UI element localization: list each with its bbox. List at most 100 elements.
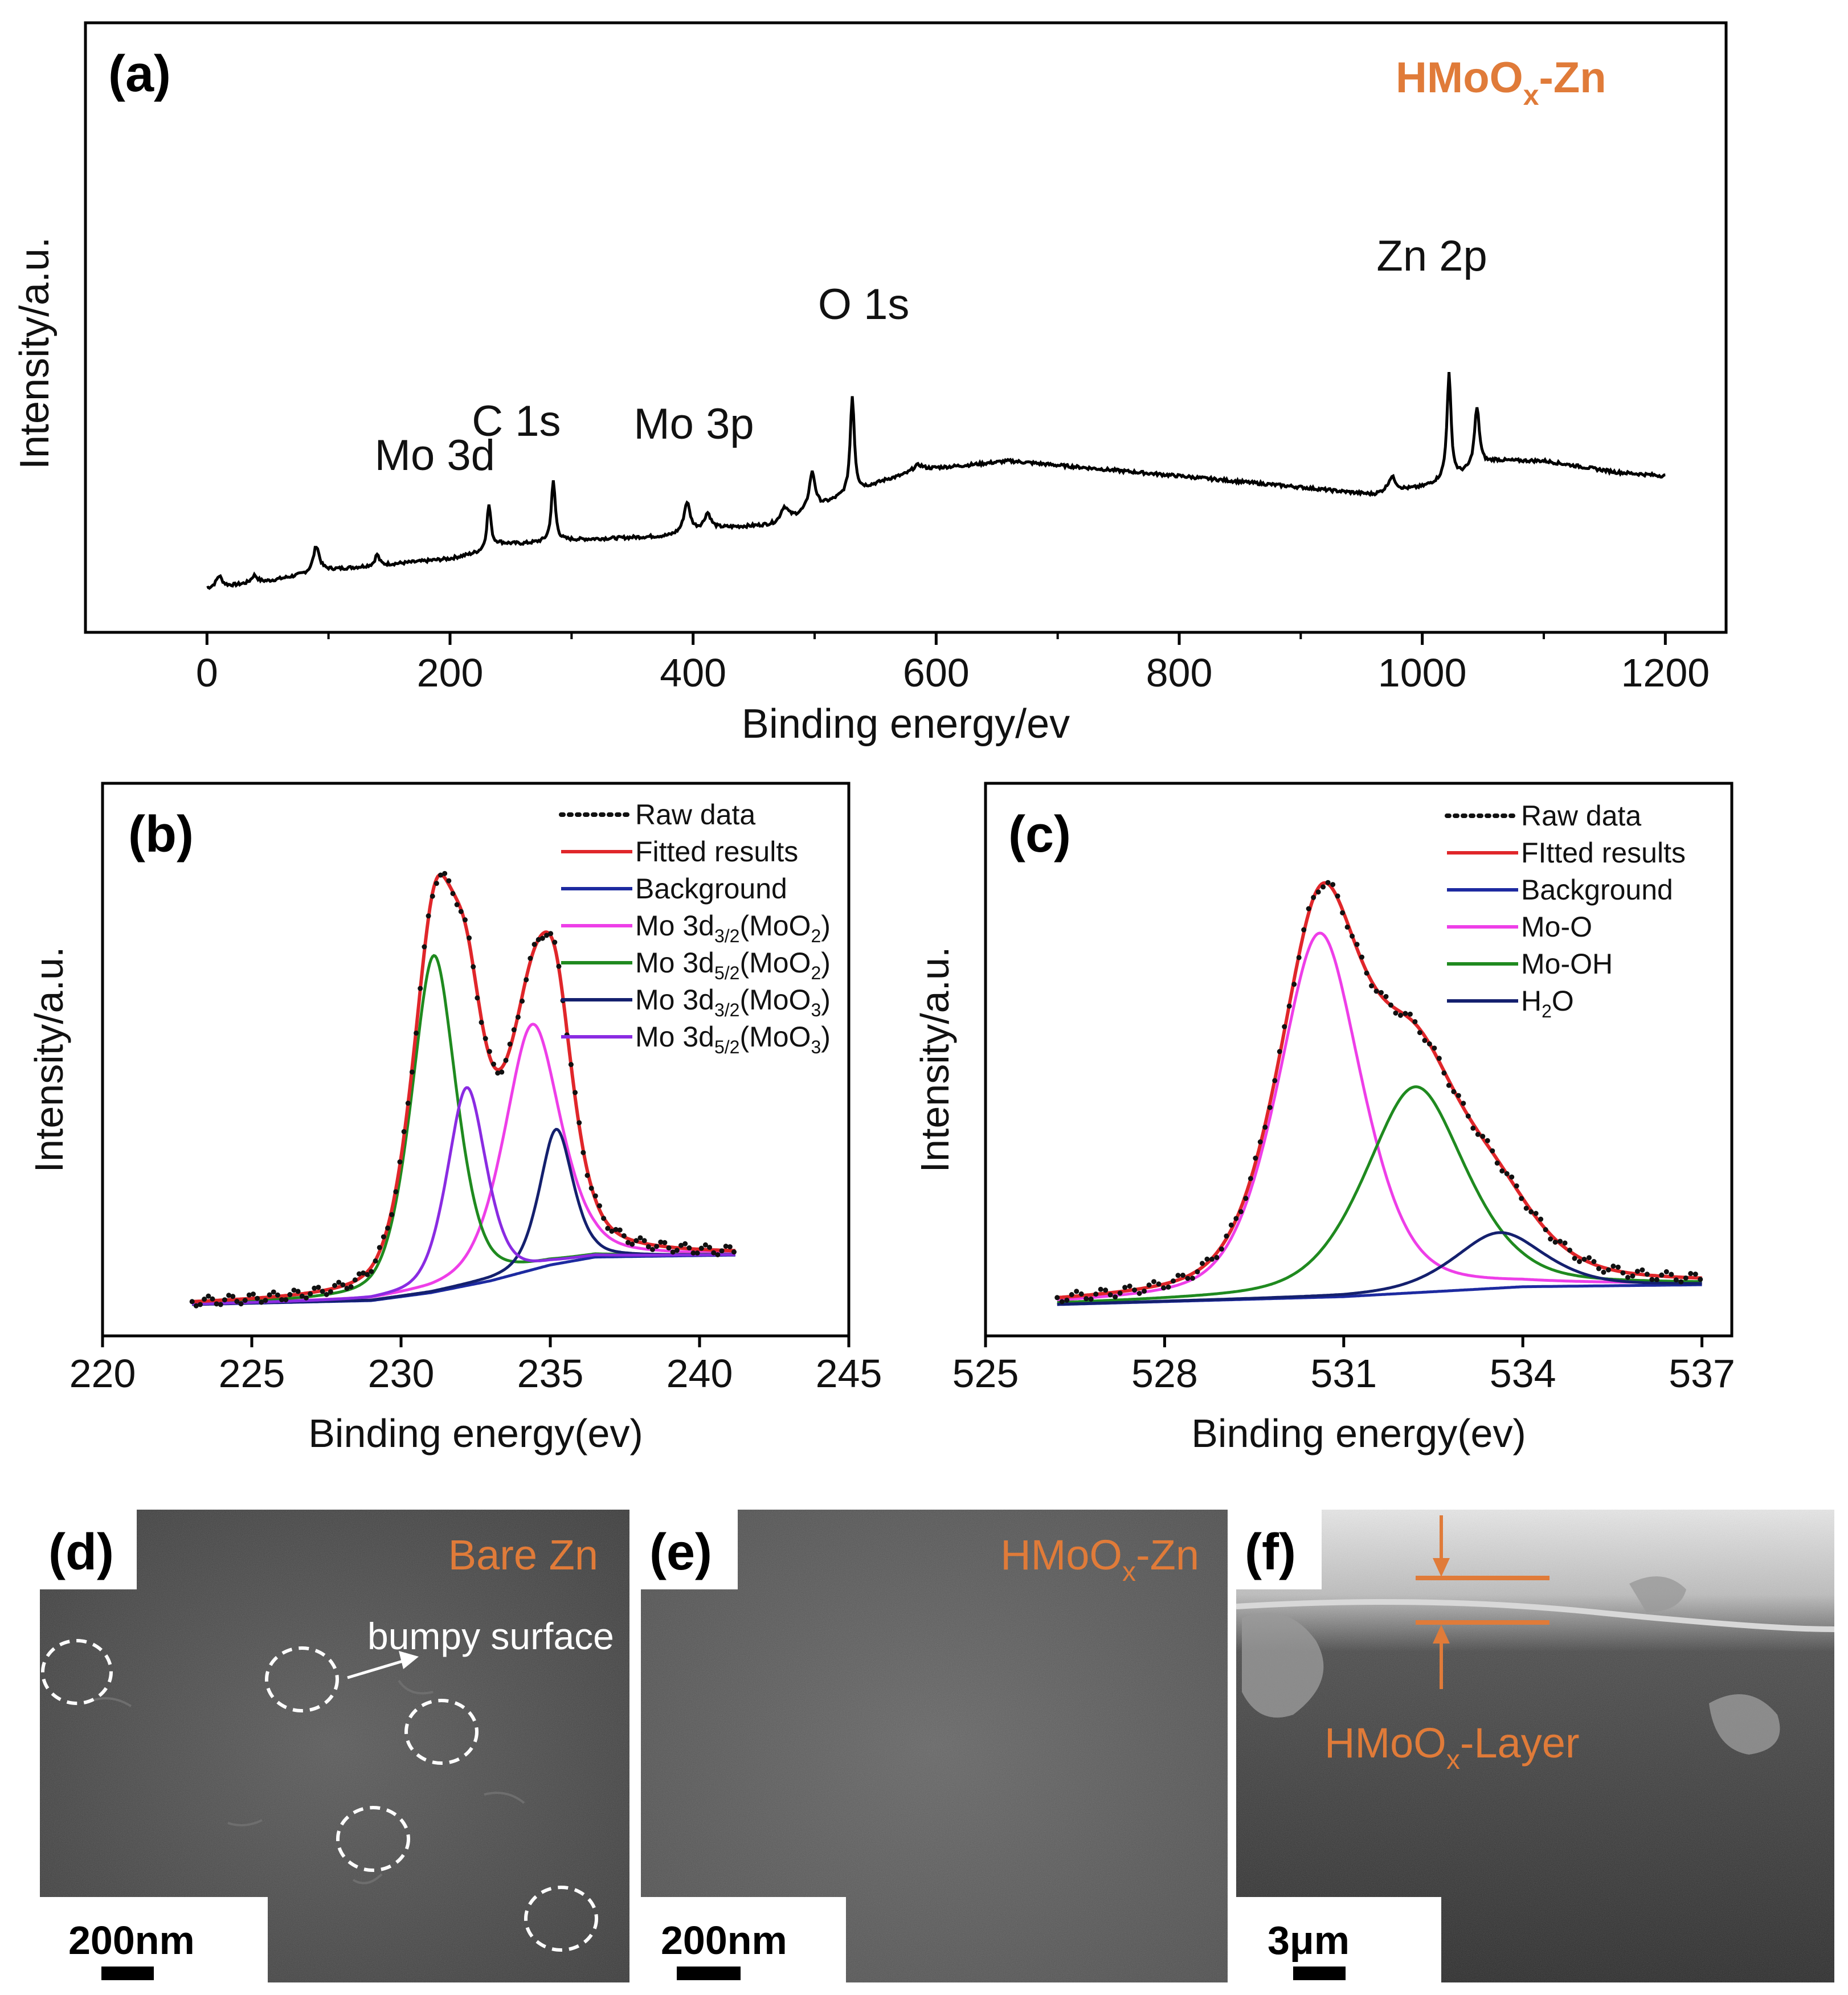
raw-data-point [715, 1252, 721, 1257]
raw-data-point [1654, 1277, 1659, 1282]
raw-data-point [283, 1297, 289, 1303]
legend-label: Mo-OH [1521, 948, 1613, 980]
panel-a: (a) HMoOx-Zn 0 200 400 600 800 1000 1200 Mo 3d… [12, 21, 1728, 747]
raw-data-point [1587, 1255, 1592, 1261]
raw-data-point [1436, 1056, 1442, 1061]
x-tick-label: 1000 [1378, 651, 1467, 695]
raw-data-point [365, 1272, 370, 1277]
raw-data-point [503, 1057, 509, 1063]
legend-label-part: 5/2 [714, 1037, 739, 1057]
legend-label-part: ) [821, 947, 831, 979]
raw-data-point [633, 1238, 639, 1244]
raw-data-point [1461, 1101, 1466, 1106]
raw-data-point [442, 870, 448, 876]
raw-data-point [324, 1291, 329, 1297]
legend-label: Mo 3d5/2(MoO3) [635, 1021, 831, 1057]
raw-data-point [1407, 1011, 1413, 1017]
raw-data-point [238, 1301, 244, 1307]
raw-data-point [625, 1240, 631, 1245]
raw-data-point [670, 1249, 676, 1255]
raw-data-point [486, 1049, 492, 1054]
panel-f-label-main: HMoO [1324, 1719, 1446, 1767]
raw-data-point [573, 1090, 578, 1095]
raw-data-point [1470, 1125, 1476, 1131]
raw-data-point [588, 1185, 594, 1191]
panel-c-legend: Raw data FItted results Background Mo-O Mo-O… [1445, 800, 1686, 1021]
peak-label: Mo 3d [375, 431, 495, 480]
bump-circle [265, 1646, 339, 1712]
raw-data-point [259, 1299, 264, 1305]
panel-a-frame [84, 21, 1728, 634]
legend-label: Background [1521, 874, 1673, 906]
panel-d-tag: (d) [48, 1524, 114, 1581]
panel-a-xlabel: Binding energy/ev [742, 701, 1070, 747]
raw-data-point [356, 1271, 362, 1277]
raw-data-point [1277, 1049, 1282, 1054]
raw-data-point [1107, 1292, 1113, 1298]
panel-a-x-ticks: 0 200 400 600 800 1000 1200 [196, 632, 1710, 695]
raw-data-point [1673, 1277, 1679, 1283]
raw-data-point [401, 1129, 407, 1134]
raw-data-point [1350, 933, 1355, 939]
raw-data-point [1054, 1295, 1060, 1301]
panel-c-tag: (c) [1008, 806, 1071, 863]
raw-data-point [531, 942, 537, 947]
x-tick-label: 400 [660, 651, 726, 695]
raw-data-point [495, 1070, 501, 1076]
panel-f-scale-bar [1293, 1967, 1346, 1980]
raw-data-point [1412, 1019, 1418, 1024]
panel-c: (c) 525 528 531 534 537 Raw data FItted resul… [913, 782, 1735, 1456]
raw-data-point [206, 1293, 211, 1299]
raw-data-point [637, 1235, 643, 1241]
raw-data-point [479, 1020, 484, 1025]
panel-f-scale-label: 3μm [1268, 1918, 1350, 1963]
raw-data-point [1543, 1227, 1548, 1233]
raw-data-point [601, 1216, 607, 1221]
raw-data-point [621, 1233, 627, 1238]
raw-data-point [1577, 1258, 1583, 1264]
raw-data-point [328, 1289, 333, 1294]
panel-f-label-tail: -Layer [1460, 1719, 1580, 1767]
panel-d-scale-label: 200nm [68, 1918, 195, 1963]
raw-data-point [1615, 1264, 1621, 1270]
peak-label: Zn 2p [1376, 232, 1487, 280]
raw-data-point [1189, 1276, 1195, 1281]
raw-data-point [1528, 1209, 1534, 1215]
raw-data-point [295, 1289, 301, 1294]
x-tick-label: 537 [1669, 1351, 1735, 1396]
raw-data-point [666, 1245, 672, 1251]
legend-label: H2O [1521, 985, 1574, 1021]
raw-data-point [654, 1244, 660, 1249]
peak-label: O 1s [818, 280, 910, 329]
legend-label: Raw data [1521, 800, 1641, 832]
raw-data-point [1692, 1272, 1698, 1277]
x-tick-label: 220 [69, 1351, 136, 1396]
x-tick-label: 200 [417, 651, 484, 695]
raw-data-point [1572, 1256, 1577, 1261]
raw-data-point [641, 1238, 647, 1244]
raw-data-point [1364, 970, 1369, 976]
raw-data-point [1113, 1294, 1118, 1300]
raw-data-point [430, 893, 435, 899]
raw-data-point [524, 977, 529, 983]
raw-data-point [662, 1240, 668, 1245]
panel-f-label-sub: x [1446, 1745, 1460, 1775]
panel-d-circles [41, 1639, 598, 1952]
raw-data-point [1548, 1236, 1553, 1242]
raw-data-point [1122, 1285, 1128, 1290]
raw-data-point [426, 913, 431, 919]
panel-e-label-main: HMoO [1000, 1531, 1122, 1579]
raw-data-point [1383, 994, 1389, 999]
raw-data-point [458, 909, 464, 914]
raw-data-point [629, 1241, 635, 1247]
raw-data-point [385, 1225, 391, 1231]
fitted-line [1057, 881, 1702, 1299]
raw-data-point [1233, 1216, 1239, 1221]
raw-data-point [1422, 1037, 1428, 1043]
raw-data-point [1311, 894, 1317, 900]
panel-e-label-sub: x [1122, 1557, 1136, 1587]
legend-label-part: ) [821, 984, 831, 1016]
panel-d-arrow-head [399, 1651, 419, 1669]
raw-data-point [462, 917, 468, 923]
